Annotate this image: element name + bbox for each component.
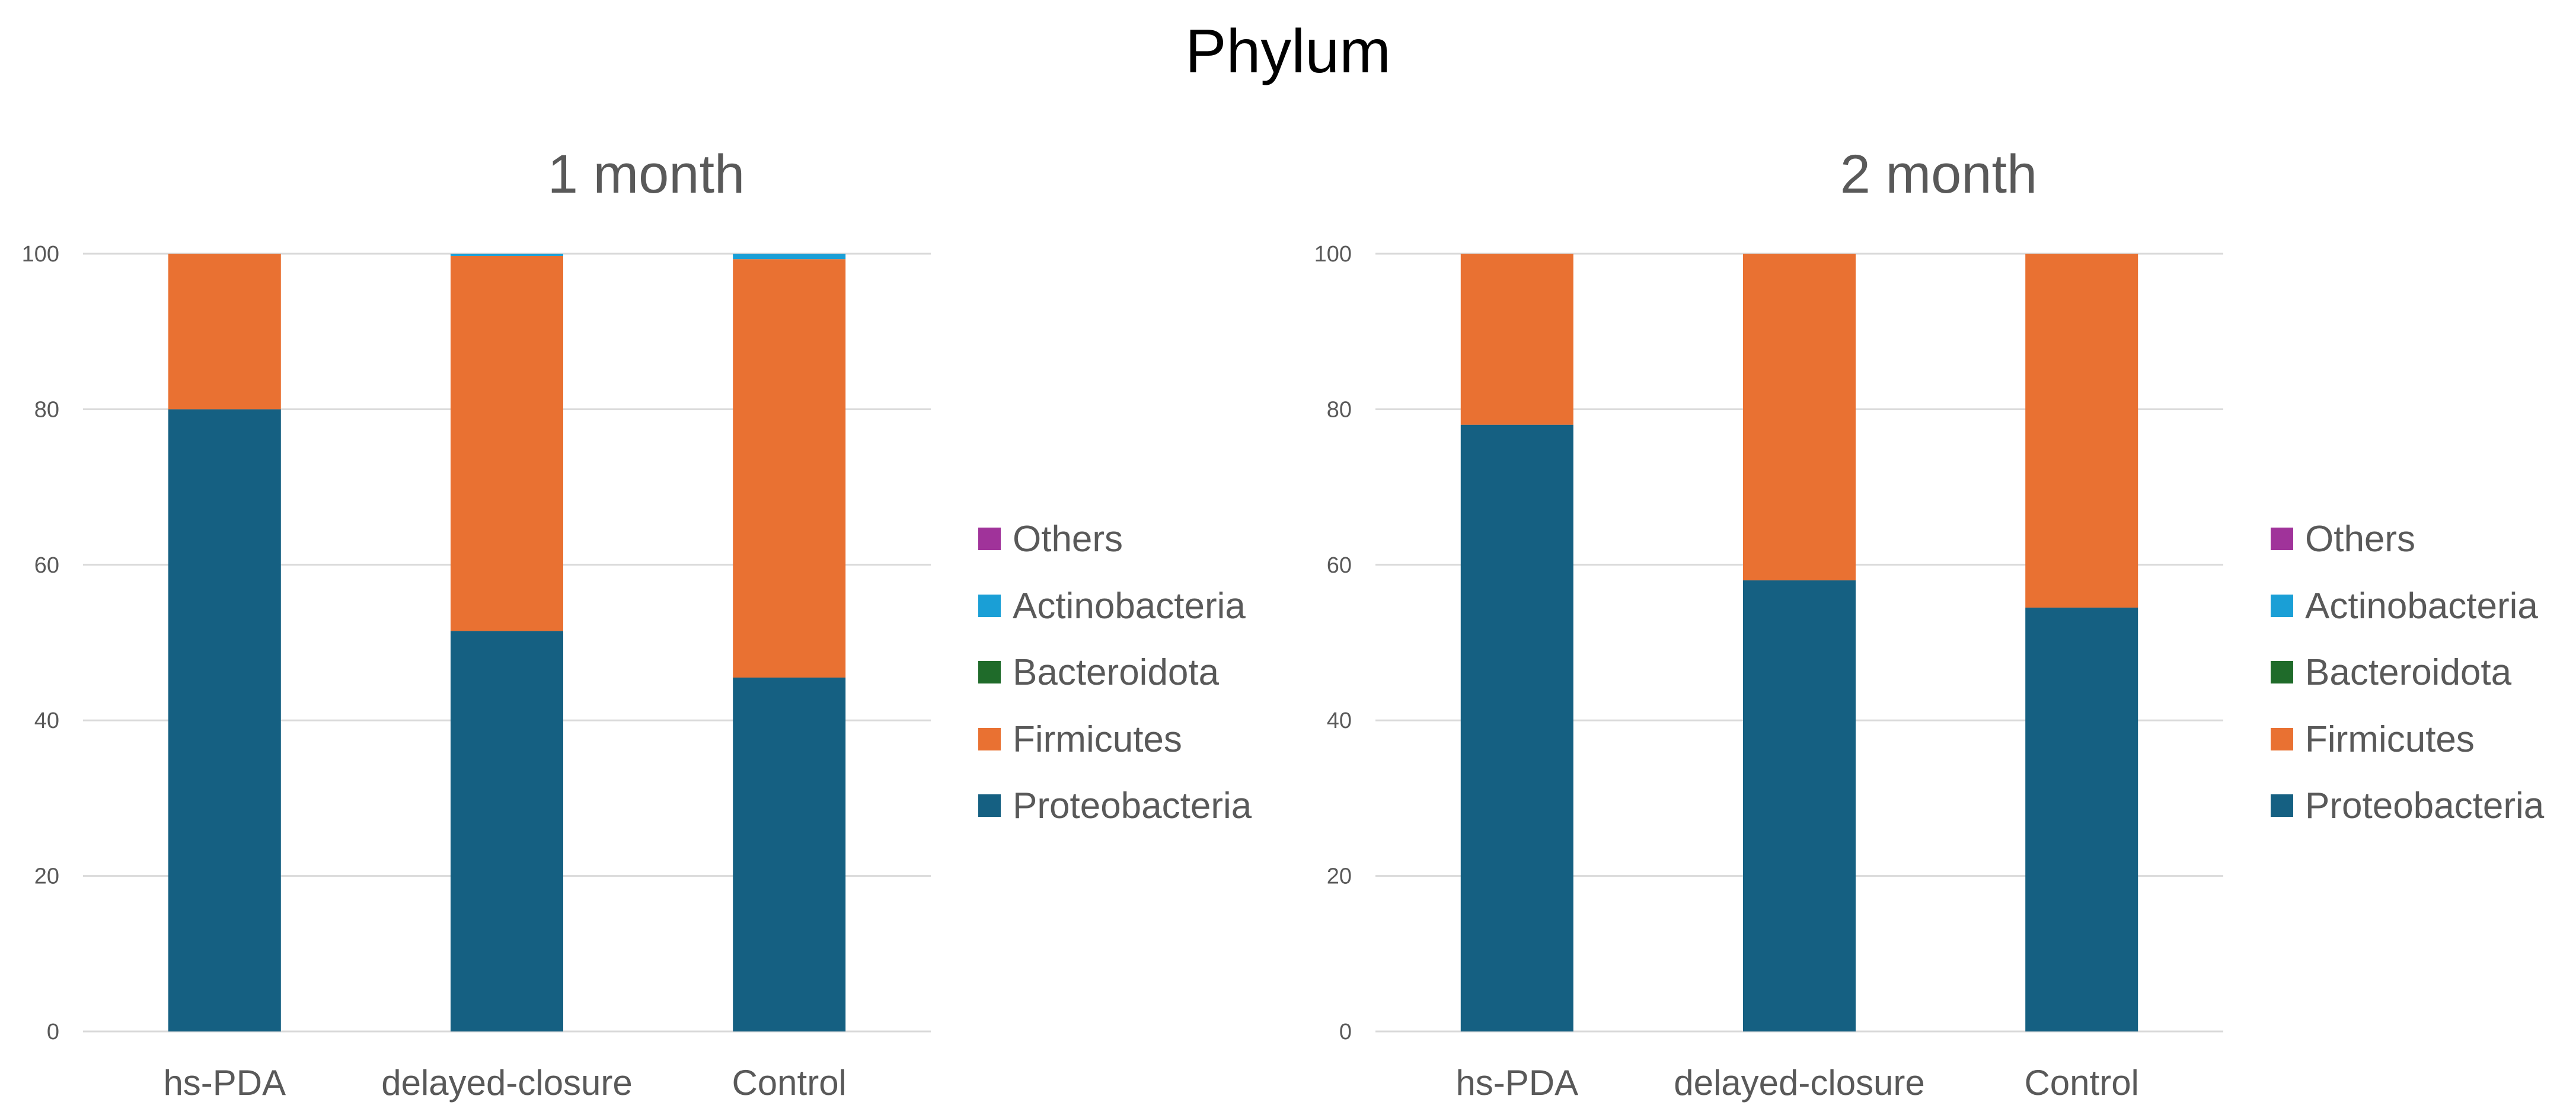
legend-label: Bacteroidota [1013, 652, 1220, 693]
x-category-label: delayed-closure [381, 1063, 633, 1103]
legend-label: Others [1013, 519, 1123, 560]
x-category-label: Control [732, 1063, 846, 1103]
y-tick-label: 60 [34, 553, 59, 578]
legend-label: Others [2305, 519, 2415, 560]
legend-swatch [978, 661, 1001, 683]
legend-swatch [2271, 595, 2293, 617]
chart-title: 2 month [1840, 144, 2037, 205]
legend-swatch [2271, 728, 2293, 750]
bar-segment-proteobacteria [733, 678, 846, 1031]
x-category-label: hs-PDA [163, 1063, 286, 1103]
bar-segment-proteobacteria [2025, 607, 2138, 1031]
bar-segment-actinobacteria [733, 254, 846, 260]
bar-segment-firmicutes [2025, 254, 2138, 608]
legend-label: Firmicutes [2305, 719, 2475, 760]
y-tick-label: 40 [1327, 708, 1352, 733]
bar-segment-firmicutes [451, 255, 563, 631]
y-tick-label: 80 [1327, 397, 1352, 422]
y-tick-label: 0 [1339, 1020, 1352, 1044]
bar-segment-firmicutes [733, 259, 846, 678]
legend-swatch [978, 595, 1001, 617]
bar-segment-proteobacteria [1743, 580, 1856, 1031]
legend-swatch [978, 728, 1001, 750]
legend-label: Proteobacteria [2305, 785, 2545, 826]
bar-segment-proteobacteria [168, 409, 281, 1031]
legend-swatch [2271, 528, 2293, 550]
chart-title: 1 month [548, 144, 745, 205]
y-tick-label: 40 [34, 708, 59, 733]
bar-segment-actinobacteria [451, 254, 563, 256]
legend-label: Actinobacteria [2305, 586, 2538, 627]
legend-label: Bacteroidota [2305, 652, 2512, 693]
legend-swatch [2271, 794, 2293, 817]
bar-segment-proteobacteria [1460, 424, 1573, 1031]
x-category-label: hs-PDA [1455, 1063, 1578, 1103]
y-tick-label: 20 [1327, 864, 1352, 889]
x-category-label: Control [2024, 1063, 2138, 1103]
y-tick-label: 20 [34, 864, 59, 889]
y-tick-label: 0 [47, 1020, 59, 1044]
legend-swatch [2271, 661, 2293, 683]
bar-segment-firmicutes [168, 254, 281, 410]
figure-title: Phylum [1185, 17, 1391, 86]
bar-segment-firmicutes [1743, 254, 1856, 581]
x-category-label: delayed-closure [1674, 1063, 1925, 1103]
y-tick-label: 80 [34, 397, 59, 422]
legend-swatch [978, 528, 1001, 550]
legend-label: Proteobacteria [1013, 785, 1252, 826]
y-tick-label: 60 [1327, 553, 1352, 578]
legend-label: Firmicutes [1013, 719, 1182, 760]
legend-label: Actinobacteria [1013, 586, 1246, 627]
bar-segment-firmicutes [1460, 254, 1573, 425]
bar-segment-proteobacteria [451, 631, 563, 1031]
y-tick-label: 100 [1314, 242, 1352, 267]
legend-swatch [978, 794, 1001, 817]
y-tick-label: 100 [22, 242, 59, 267]
